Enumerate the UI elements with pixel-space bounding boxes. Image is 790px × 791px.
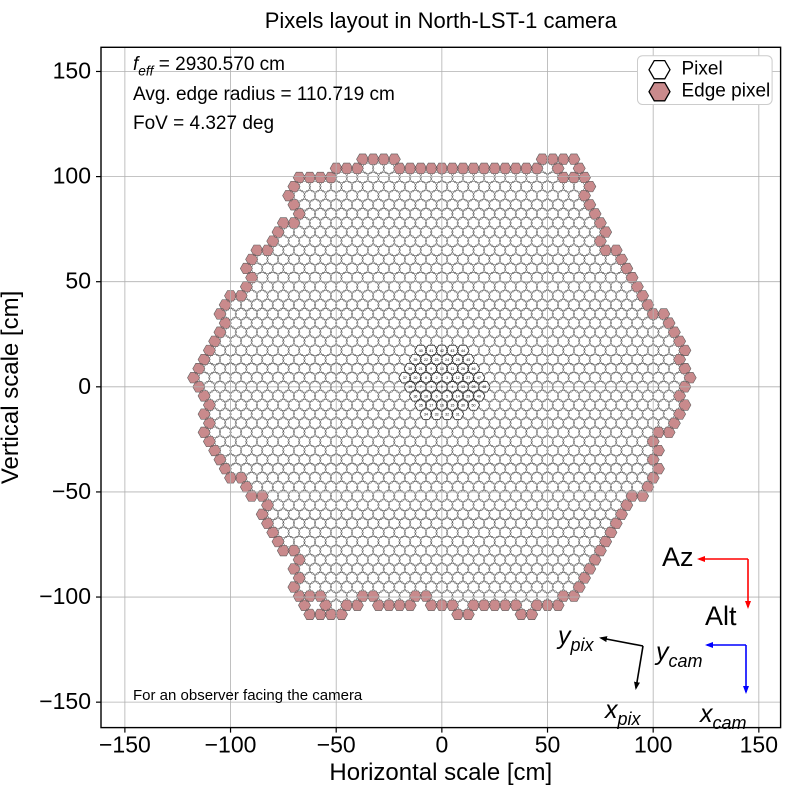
svg-text:100: 100: [634, 732, 672, 758]
svg-text:43: 43: [450, 349, 454, 353]
svg-text:10: 10: [440, 367, 444, 371]
svg-text:6: 6: [436, 394, 438, 398]
svg-text:40: 40: [419, 349, 423, 353]
svg-text:150: 150: [53, 57, 91, 83]
svg-text:Pixels layout in North-LST-1 c: Pixels layout in North-LST-1 camera: [265, 8, 618, 33]
svg-text:Pixel: Pixel: [682, 59, 723, 80]
svg-text:100: 100: [53, 163, 91, 189]
svg-text:26: 26: [461, 367, 465, 371]
svg-text:Vertical scale [cm]: Vertical scale [cm]: [0, 291, 24, 484]
svg-text:42: 42: [440, 349, 444, 353]
svg-text:150: 150: [740, 732, 778, 758]
svg-text:47: 47: [477, 376, 481, 380]
svg-text:33: 33: [435, 413, 439, 417]
svg-text:23: 23: [435, 358, 439, 362]
svg-text:31: 31: [456, 413, 460, 417]
svg-text:24: 24: [445, 358, 449, 362]
svg-text:13: 13: [461, 385, 465, 389]
svg-text:45: 45: [466, 358, 470, 362]
svg-text:0: 0: [435, 732, 448, 758]
svg-text:12: 12: [456, 376, 460, 380]
svg-text:37: 37: [403, 376, 407, 380]
svg-text:50: 50: [472, 403, 476, 407]
svg-text:27: 27: [466, 376, 470, 380]
svg-text:28: 28: [472, 385, 476, 389]
svg-text:30: 30: [461, 403, 465, 407]
svg-text:50: 50: [65, 268, 91, 294]
svg-text:For an observer facing the cam: For an observer facing the camera: [133, 687, 363, 704]
svg-text:feff = 2930.570 cm: feff = 2930.570 cm: [133, 54, 285, 78]
svg-text:Edge pixel: Edge pixel: [682, 81, 771, 102]
svg-text:36: 36: [413, 394, 417, 398]
svg-text:29: 29: [466, 394, 470, 398]
svg-text:FoV = 4.327 deg: FoV = 4.327 deg: [133, 113, 274, 134]
svg-text:0: 0: [78, 373, 91, 399]
svg-text:48: 48: [482, 385, 486, 389]
svg-text:−150: −150: [99, 732, 151, 758]
svg-text:8: 8: [425, 376, 427, 380]
svg-text:34: 34: [424, 413, 428, 417]
svg-text:18: 18: [424, 394, 428, 398]
svg-text:−50: −50: [317, 732, 356, 758]
svg-text:Alt: Alt: [705, 601, 737, 631]
svg-text:44: 44: [461, 349, 465, 353]
svg-text:14: 14: [456, 394, 460, 398]
svg-text:35: 35: [419, 403, 423, 407]
svg-text:39: 39: [413, 358, 417, 362]
svg-text:49: 49: [477, 394, 481, 398]
svg-text:9: 9: [430, 367, 432, 371]
svg-text:21: 21: [419, 367, 423, 371]
svg-text:Az: Az: [662, 542, 694, 572]
svg-text:0: 0: [441, 385, 443, 389]
svg-text:−50: −50: [52, 478, 91, 504]
svg-text:15: 15: [450, 403, 454, 407]
svg-text:3: 3: [446, 376, 448, 380]
svg-text:−100: −100: [205, 732, 257, 758]
svg-text:1: 1: [430, 385, 432, 389]
svg-text:46: 46: [472, 367, 476, 371]
svg-text:25: 25: [456, 358, 460, 362]
svg-text:4: 4: [451, 385, 453, 389]
svg-text:38: 38: [408, 367, 412, 371]
svg-text:32: 32: [445, 413, 449, 417]
svg-text:16: 16: [440, 403, 444, 407]
svg-text:22: 22: [424, 358, 428, 362]
svg-text:Avg. edge radius = 110.719 cm: Avg. edge radius = 110.719 cm: [133, 84, 395, 105]
svg-text:50: 50: [535, 732, 561, 758]
svg-text:Horizontal scale [cm]: Horizontal scale [cm]: [329, 759, 552, 786]
svg-text:−100: −100: [39, 583, 91, 609]
svg-text:−150: −150: [39, 688, 91, 714]
svg-text:11: 11: [451, 367, 455, 371]
svg-text:5: 5: [446, 394, 448, 398]
svg-text:41: 41: [429, 349, 433, 353]
svg-text:17: 17: [429, 403, 433, 407]
svg-text:2: 2: [436, 376, 438, 380]
svg-text:7: 7: [420, 385, 422, 389]
svg-text:19: 19: [408, 385, 412, 389]
svg-text:20: 20: [413, 376, 417, 380]
